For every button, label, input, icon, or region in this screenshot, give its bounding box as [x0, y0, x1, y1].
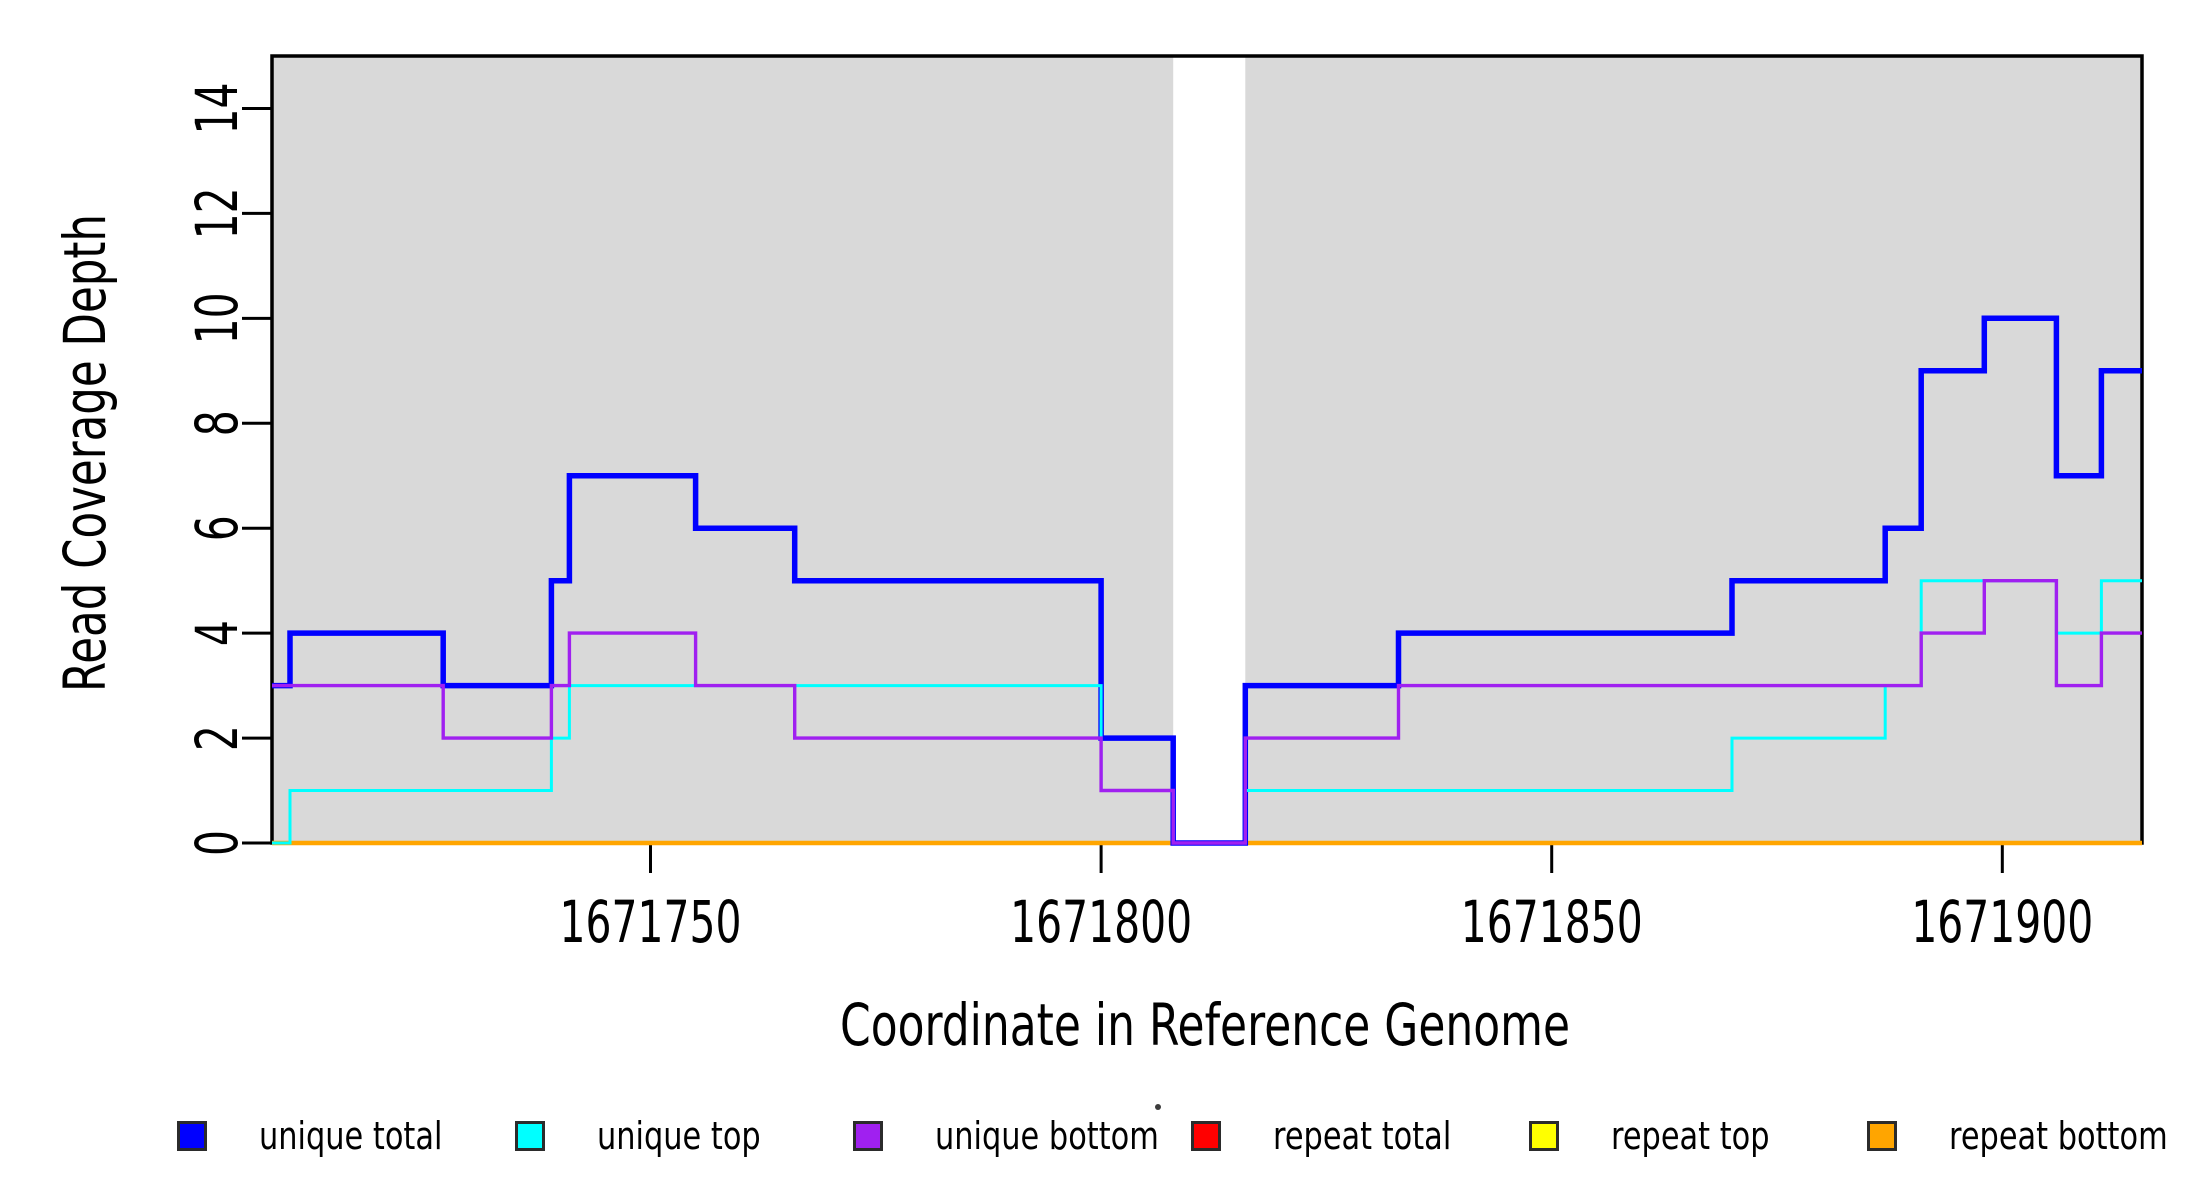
repeat-bottom-swatch-icon [1867, 1121, 1897, 1151]
unique-top-swatch-icon [515, 1121, 545, 1151]
legend-item-unique-total: unique total [177, 1112, 488, 1160]
y-tick-label: 14 [183, 82, 251, 134]
legend-label: repeat top [1611, 1114, 1770, 1158]
unique-total-swatch-icon [177, 1121, 207, 1151]
y-tick-label: 4 [183, 620, 251, 646]
y-axis-title: Read Coverage Depth [51, 214, 119, 692]
x-axis-title: Coordinate in Reference Genome [840, 991, 1570, 1059]
legend-item-repeat-top: repeat top [1529, 1112, 1809, 1160]
legend-label: unique bottom [935, 1114, 1159, 1158]
y-tick-label: 2 [183, 725, 251, 751]
plot-area: 1671750 1671800 1671850 1671900 0 2 4 6 8 10 12 14 [183, 54, 2144, 956]
y-tick-label: 6 [183, 515, 251, 541]
x-tick-label: 1671750 [560, 888, 742, 956]
legend-item-repeat-total: repeat total [1191, 1112, 1496, 1160]
repeat-top-swatch-icon [1529, 1121, 1559, 1151]
panel-shaded-region [272, 56, 1174, 843]
y-tick-label: 10 [183, 292, 251, 344]
legend-label: repeat total [1273, 1114, 1452, 1158]
y-tick-label: 12 [183, 187, 251, 239]
x-tick-label: 1671800 [1010, 888, 1192, 956]
legend-item-unique-top: unique top [515, 1112, 802, 1160]
x-tick-label: 1671900 [1911, 888, 2093, 956]
y-tick-label: 0 [183, 830, 251, 856]
repeat-total-swatch-icon [1191, 1121, 1221, 1151]
unique-bottom-swatch-icon [853, 1121, 883, 1151]
y-tick-label: 8 [183, 410, 251, 436]
legend-label: repeat bottom [1949, 1114, 2168, 1158]
legend-item-unique-bottom: unique bottom [853, 1112, 1215, 1160]
artifact-dot [1155, 1104, 1161, 1110]
x-tick-label: 1671850 [1461, 888, 1643, 956]
series-line-unique-bottom [272, 579, 2142, 845]
legend-label: unique total [259, 1114, 443, 1158]
legend-label: unique top [597, 1114, 761, 1158]
panel-shaded-region [1245, 56, 2142, 843]
legend-item-repeat-bottom: repeat bottom [1867, 1112, 2200, 1160]
